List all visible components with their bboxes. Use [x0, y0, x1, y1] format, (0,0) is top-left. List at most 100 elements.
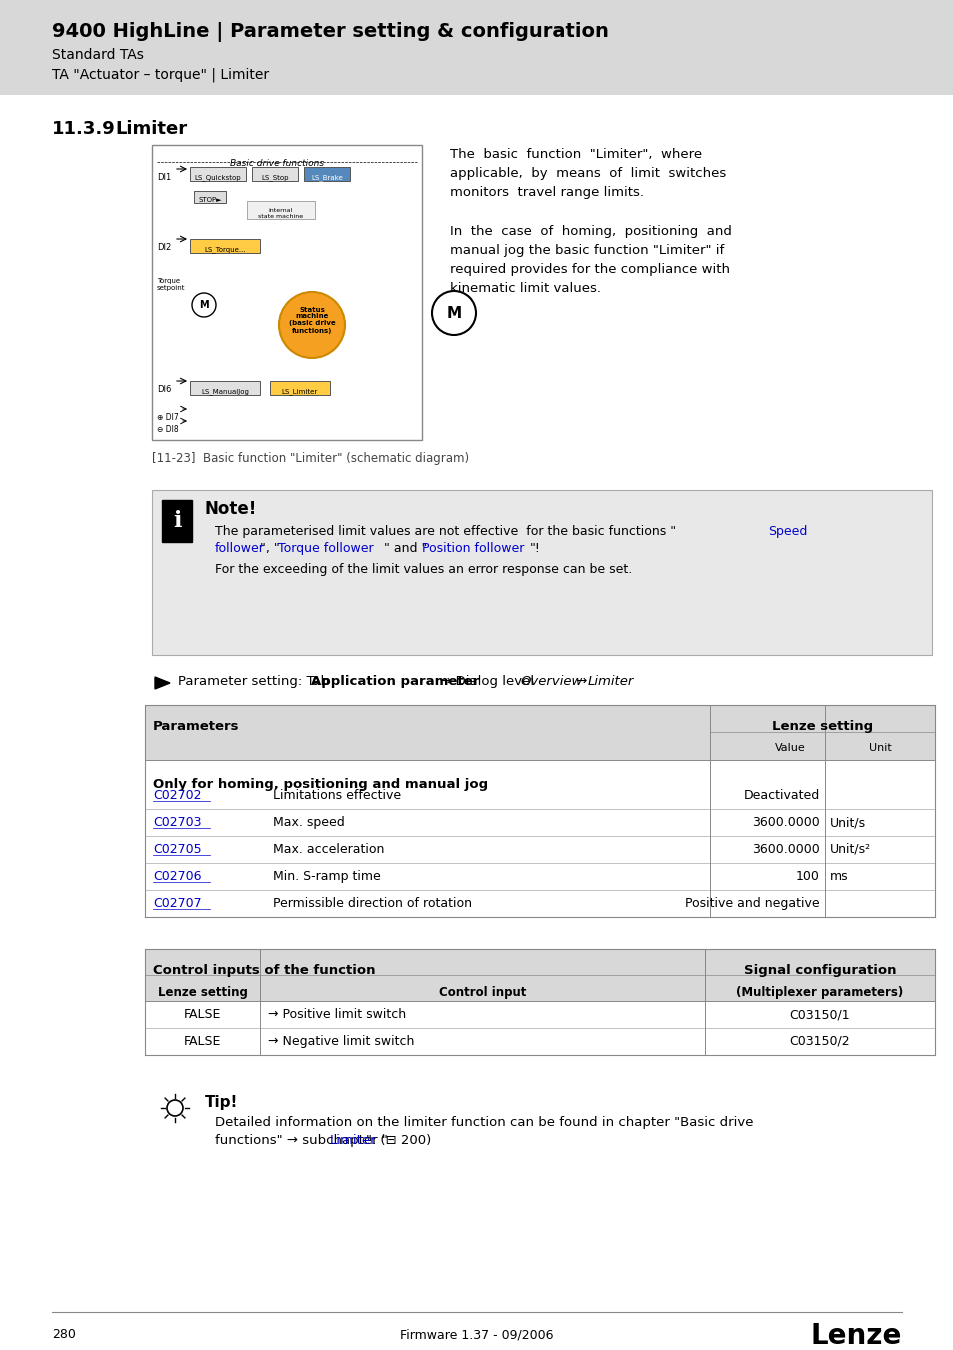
- Text: → Positive limit switch: → Positive limit switch: [268, 1008, 406, 1021]
- FancyBboxPatch shape: [152, 144, 421, 440]
- Text: " and ": " and ": [384, 541, 427, 555]
- Text: Parameters: Parameters: [152, 720, 239, 733]
- Text: The  basic  function  "Limiter",  where
applicable,  by  means  of  limit  switc: The basic function "Limiter", where appl…: [450, 148, 725, 198]
- Text: functions" → subchapter ": functions" → subchapter ": [214, 1134, 388, 1148]
- Text: Min. S-ramp time: Min. S-ramp time: [273, 869, 380, 883]
- Text: ⊖ DI8: ⊖ DI8: [157, 425, 178, 433]
- Text: 100: 100: [796, 869, 820, 883]
- Text: follower: follower: [214, 541, 265, 555]
- Text: The parameterised limit values are not effective  for the basic functions ": The parameterised limit values are not e…: [214, 525, 676, 539]
- Text: Limitations effective: Limitations effective: [273, 788, 400, 802]
- Text: LS_Limiter: LS_Limiter: [281, 387, 317, 394]
- Text: ", ": ", ": [260, 541, 279, 555]
- Text: M: M: [446, 305, 461, 320]
- Text: C03150/1: C03150/1: [789, 1008, 849, 1021]
- Text: LS_ManualJog: LS_ManualJog: [201, 387, 249, 394]
- Text: 9400 HighLine | Parameter setting & configuration: 9400 HighLine | Parameter setting & conf…: [52, 22, 608, 42]
- Text: For the exceeding of the limit values an error response can be set.: For the exceeding of the limit values an…: [214, 563, 632, 576]
- Text: DI6: DI6: [157, 385, 172, 394]
- Text: 3600.0000: 3600.0000: [752, 815, 820, 829]
- Text: Speed: Speed: [767, 525, 806, 539]
- Text: Only for homing, positioning and manual jog: Only for homing, positioning and manual …: [152, 778, 488, 791]
- Polygon shape: [154, 676, 170, 688]
- Text: Limiter: Limiter: [330, 1134, 376, 1148]
- Text: C03150/2: C03150/2: [789, 1035, 849, 1048]
- Text: i: i: [172, 510, 181, 532]
- Circle shape: [278, 292, 345, 358]
- Text: FALSE: FALSE: [184, 1035, 221, 1048]
- Bar: [304, 167, 350, 181]
- Text: internal
state machine: internal state machine: [258, 208, 303, 219]
- Text: ⊕ DI7: ⊕ DI7: [157, 413, 178, 423]
- Text: C02702: C02702: [152, 788, 201, 802]
- Text: Basic drive functions: Basic drive functions: [230, 159, 324, 167]
- Text: Limiter: Limiter: [587, 675, 634, 688]
- Text: LS_Quickstop: LS_Quickstop: [194, 174, 241, 181]
- Text: → Negative limit switch: → Negative limit switch: [268, 1035, 414, 1048]
- Bar: [145, 705, 934, 760]
- Text: FALSE: FALSE: [184, 1008, 221, 1021]
- Text: Parameter setting: Tab: Parameter setting: Tab: [178, 675, 333, 688]
- Text: "!: "!: [530, 541, 540, 555]
- Text: Lenze setting: Lenze setting: [771, 720, 872, 733]
- Text: 11.3.9: 11.3.9: [52, 120, 115, 138]
- Circle shape: [432, 292, 476, 335]
- Text: LS_Brake: LS_Brake: [311, 174, 342, 181]
- Bar: [190, 167, 246, 181]
- Text: Signal configuration: Signal configuration: [743, 964, 895, 977]
- Text: In  the  case  of  homing,  positioning  and
manual jog the basic function "Limi: In the case of homing, positioning and m…: [450, 225, 731, 296]
- Circle shape: [192, 293, 215, 317]
- Bar: [0, 0, 953, 95]
- Text: ". (⊟ 200): ". (⊟ 200): [366, 1134, 431, 1148]
- Text: Torque follower: Torque follower: [277, 541, 374, 555]
- Text: Unit/s: Unit/s: [829, 815, 865, 829]
- Text: Max. speed: Max. speed: [273, 815, 344, 829]
- Text: C02703: C02703: [152, 815, 201, 829]
- Text: → Dialog level: → Dialog level: [436, 675, 537, 688]
- Text: Value: Value: [774, 743, 805, 753]
- Text: Deactivated: Deactivated: [743, 788, 820, 802]
- Bar: [162, 500, 192, 541]
- Text: Control input: Control input: [438, 986, 526, 999]
- Text: C02707: C02707: [152, 896, 201, 910]
- Text: C02705: C02705: [152, 842, 201, 856]
- Text: Firmware 1.37 - 09/2006: Firmware 1.37 - 09/2006: [400, 1328, 553, 1341]
- Text: 3600.0000: 3600.0000: [752, 842, 820, 856]
- Text: Max. acceleration: Max. acceleration: [273, 842, 384, 856]
- Text: (Multiplexer parameters): (Multiplexer parameters): [736, 986, 902, 999]
- Bar: [190, 239, 260, 252]
- Text: [11-23]  Basic function "Limiter" (schematic diagram): [11-23] Basic function "Limiter" (schema…: [152, 452, 469, 464]
- Text: Torque
setpoint: Torque setpoint: [157, 278, 185, 292]
- Bar: [252, 167, 297, 181]
- Text: Position follower: Position follower: [421, 541, 524, 555]
- Text: Control inputs of the function: Control inputs of the function: [152, 964, 375, 977]
- Text: Application parameter: Application parameter: [311, 675, 478, 688]
- Text: LS_Stop: LS_Stop: [261, 174, 289, 181]
- Text: TA "Actuator – torque" | Limiter: TA "Actuator – torque" | Limiter: [52, 68, 269, 82]
- Bar: [270, 381, 330, 396]
- Bar: [152, 490, 931, 655]
- Text: Note!: Note!: [205, 500, 257, 518]
- Text: ms: ms: [829, 869, 848, 883]
- Text: Lenze setting: Lenze setting: [157, 986, 247, 999]
- Text: Tip!: Tip!: [205, 1095, 238, 1110]
- Text: LS_Torque...: LS_Torque...: [204, 246, 246, 252]
- Text: Unit/s²: Unit/s²: [829, 842, 870, 856]
- Text: Status
machine
(basic drive
functions): Status machine (basic drive functions): [289, 306, 335, 333]
- Text: Lenze: Lenze: [810, 1322, 901, 1350]
- Text: C02706: C02706: [152, 869, 201, 883]
- Text: M: M: [199, 300, 209, 310]
- Text: Positive and negative: Positive and negative: [684, 896, 820, 910]
- Text: STOP►: STOP►: [198, 197, 221, 202]
- Text: 280: 280: [52, 1328, 76, 1341]
- Bar: [190, 381, 260, 396]
- Bar: [247, 201, 314, 219]
- Text: DI1: DI1: [157, 173, 172, 182]
- Text: Overview: Overview: [519, 675, 581, 688]
- Bar: [193, 190, 226, 202]
- Circle shape: [167, 1100, 183, 1116]
- Bar: [145, 949, 934, 1000]
- Text: →: →: [572, 675, 591, 688]
- Text: Limiter: Limiter: [115, 120, 187, 138]
- Text: Standard TAs: Standard TAs: [52, 49, 144, 62]
